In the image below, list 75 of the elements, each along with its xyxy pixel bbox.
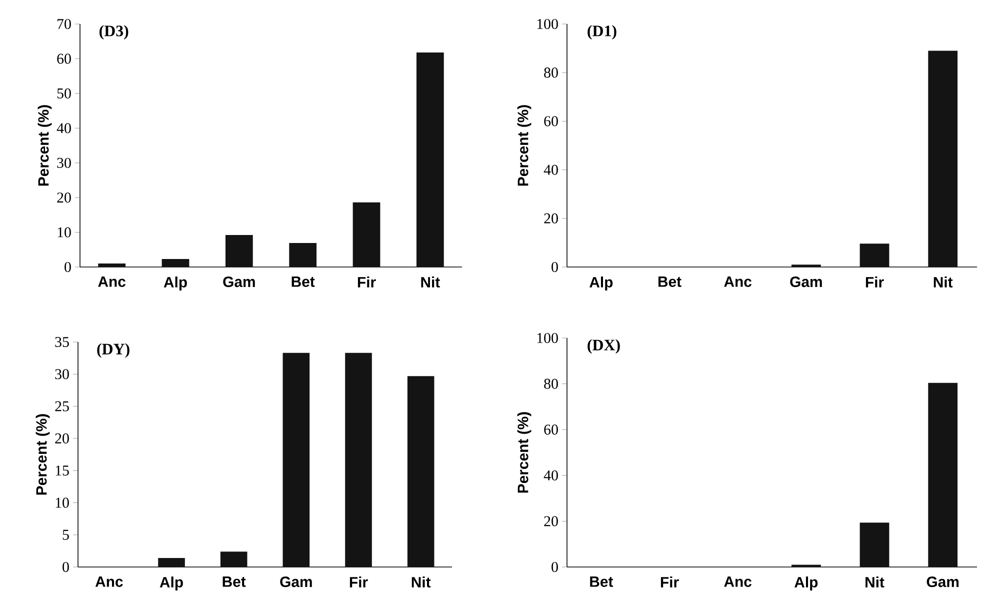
chart-title: (D3) bbox=[100, 25, 128, 40]
y-tick-label: 40 bbox=[544, 470, 558, 480]
x-tick-label: Bet bbox=[222, 576, 246, 587]
y-axis-title: Percent (%) bbox=[517, 105, 532, 186]
x-tick-label: Fir bbox=[350, 576, 368, 588]
y-tick-label: 100 bbox=[537, 18, 558, 30]
x-tick-label: Fir bbox=[866, 276, 884, 288]
y-tick-label: 25 bbox=[55, 401, 69, 412]
y-tick-label: 60 bbox=[544, 116, 558, 126]
x-tick-label: Gam bbox=[790, 276, 822, 288]
y-axis-title: Percent (%) bbox=[38, 105, 52, 186]
y-tick-label: 70 bbox=[58, 18, 71, 30]
x-tick-label: Nit bbox=[421, 276, 440, 288]
x-tick-label: Alp bbox=[164, 276, 187, 290]
x-tick-label: Alp bbox=[794, 576, 818, 590]
chart-title: (DX) bbox=[588, 339, 620, 354]
x-tick-label: Gam bbox=[926, 576, 959, 588]
x-tick-label: Nit bbox=[866, 576, 884, 588]
y-tick-label: 80 bbox=[544, 378, 558, 389]
y-tick-label: 40 bbox=[56, 123, 71, 134]
chart-title: (D1) bbox=[588, 25, 616, 40]
y-tick-label: 60 bbox=[57, 54, 71, 64]
y-tick-label: 80 bbox=[544, 68, 558, 78]
y-axis-title: Percent (%) bbox=[517, 412, 532, 493]
y-tick-label: 10 bbox=[58, 227, 71, 238]
y-tick-label: 50 bbox=[57, 88, 71, 98]
x-tick-label: Anc bbox=[724, 276, 752, 287]
bar bbox=[162, 259, 190, 267]
y-tick-label: 20 bbox=[544, 213, 558, 224]
x-tick-label: Anc bbox=[98, 276, 126, 287]
y-tick-label: 30 bbox=[55, 369, 69, 380]
y-tick-label: 20 bbox=[55, 433, 69, 444]
y-tick-label: 0 bbox=[62, 562, 69, 572]
x-tick-label: Fir bbox=[358, 276, 376, 288]
x-tick-label: Alp bbox=[590, 276, 613, 290]
x-tick-label: Gam bbox=[280, 576, 312, 588]
x-tick-label: Bet bbox=[292, 276, 315, 287]
y-tick-label: 5 bbox=[62, 530, 69, 540]
bar bbox=[282, 352, 310, 567]
x-tick-label: Nit bbox=[934, 276, 953, 288]
bar bbox=[860, 522, 890, 567]
bar bbox=[416, 52, 444, 267]
y-tick-label: 0 bbox=[552, 562, 558, 572]
bar bbox=[352, 202, 380, 267]
x-tick-label: Anc bbox=[724, 576, 752, 587]
x-tick-label: Bet bbox=[590, 576, 614, 587]
y-tick-label: 10 bbox=[56, 498, 69, 508]
x-tick-label: Nit bbox=[412, 576, 431, 588]
bar bbox=[220, 552, 248, 567]
bar bbox=[860, 244, 890, 267]
x-tick-label: Alp bbox=[160, 576, 183, 590]
x-tick-label: Fir bbox=[660, 576, 679, 588]
y-tick-label: 40 bbox=[544, 164, 558, 175]
y-tick-label: 15 bbox=[56, 466, 69, 476]
x-tick-label: Gam bbox=[223, 276, 255, 288]
chart-title: (DY) bbox=[97, 343, 130, 358]
bar bbox=[407, 376, 434, 567]
bar bbox=[98, 264, 126, 267]
y-tick-label: 20 bbox=[544, 516, 558, 526]
bar bbox=[225, 235, 253, 267]
bar bbox=[345, 352, 372, 567]
bar bbox=[928, 382, 958, 567]
y-tick-label: 35 bbox=[55, 336, 69, 348]
y-tick-label: 30 bbox=[57, 158, 71, 168]
x-tick-label: Anc bbox=[95, 576, 123, 587]
x-tick-label: Bet bbox=[658, 276, 682, 287]
y-tick-label: 0 bbox=[552, 262, 558, 272]
bar bbox=[289, 243, 317, 267]
y-tick-label: 60 bbox=[544, 424, 558, 435]
y-tick-label: 100 bbox=[537, 332, 558, 344]
y-tick-label: 0 bbox=[64, 262, 71, 272]
bar bbox=[158, 558, 185, 567]
bar bbox=[928, 50, 958, 267]
y-tick-label: 20 bbox=[57, 192, 71, 203]
y-axis-title: Percent (%) bbox=[36, 414, 50, 495]
